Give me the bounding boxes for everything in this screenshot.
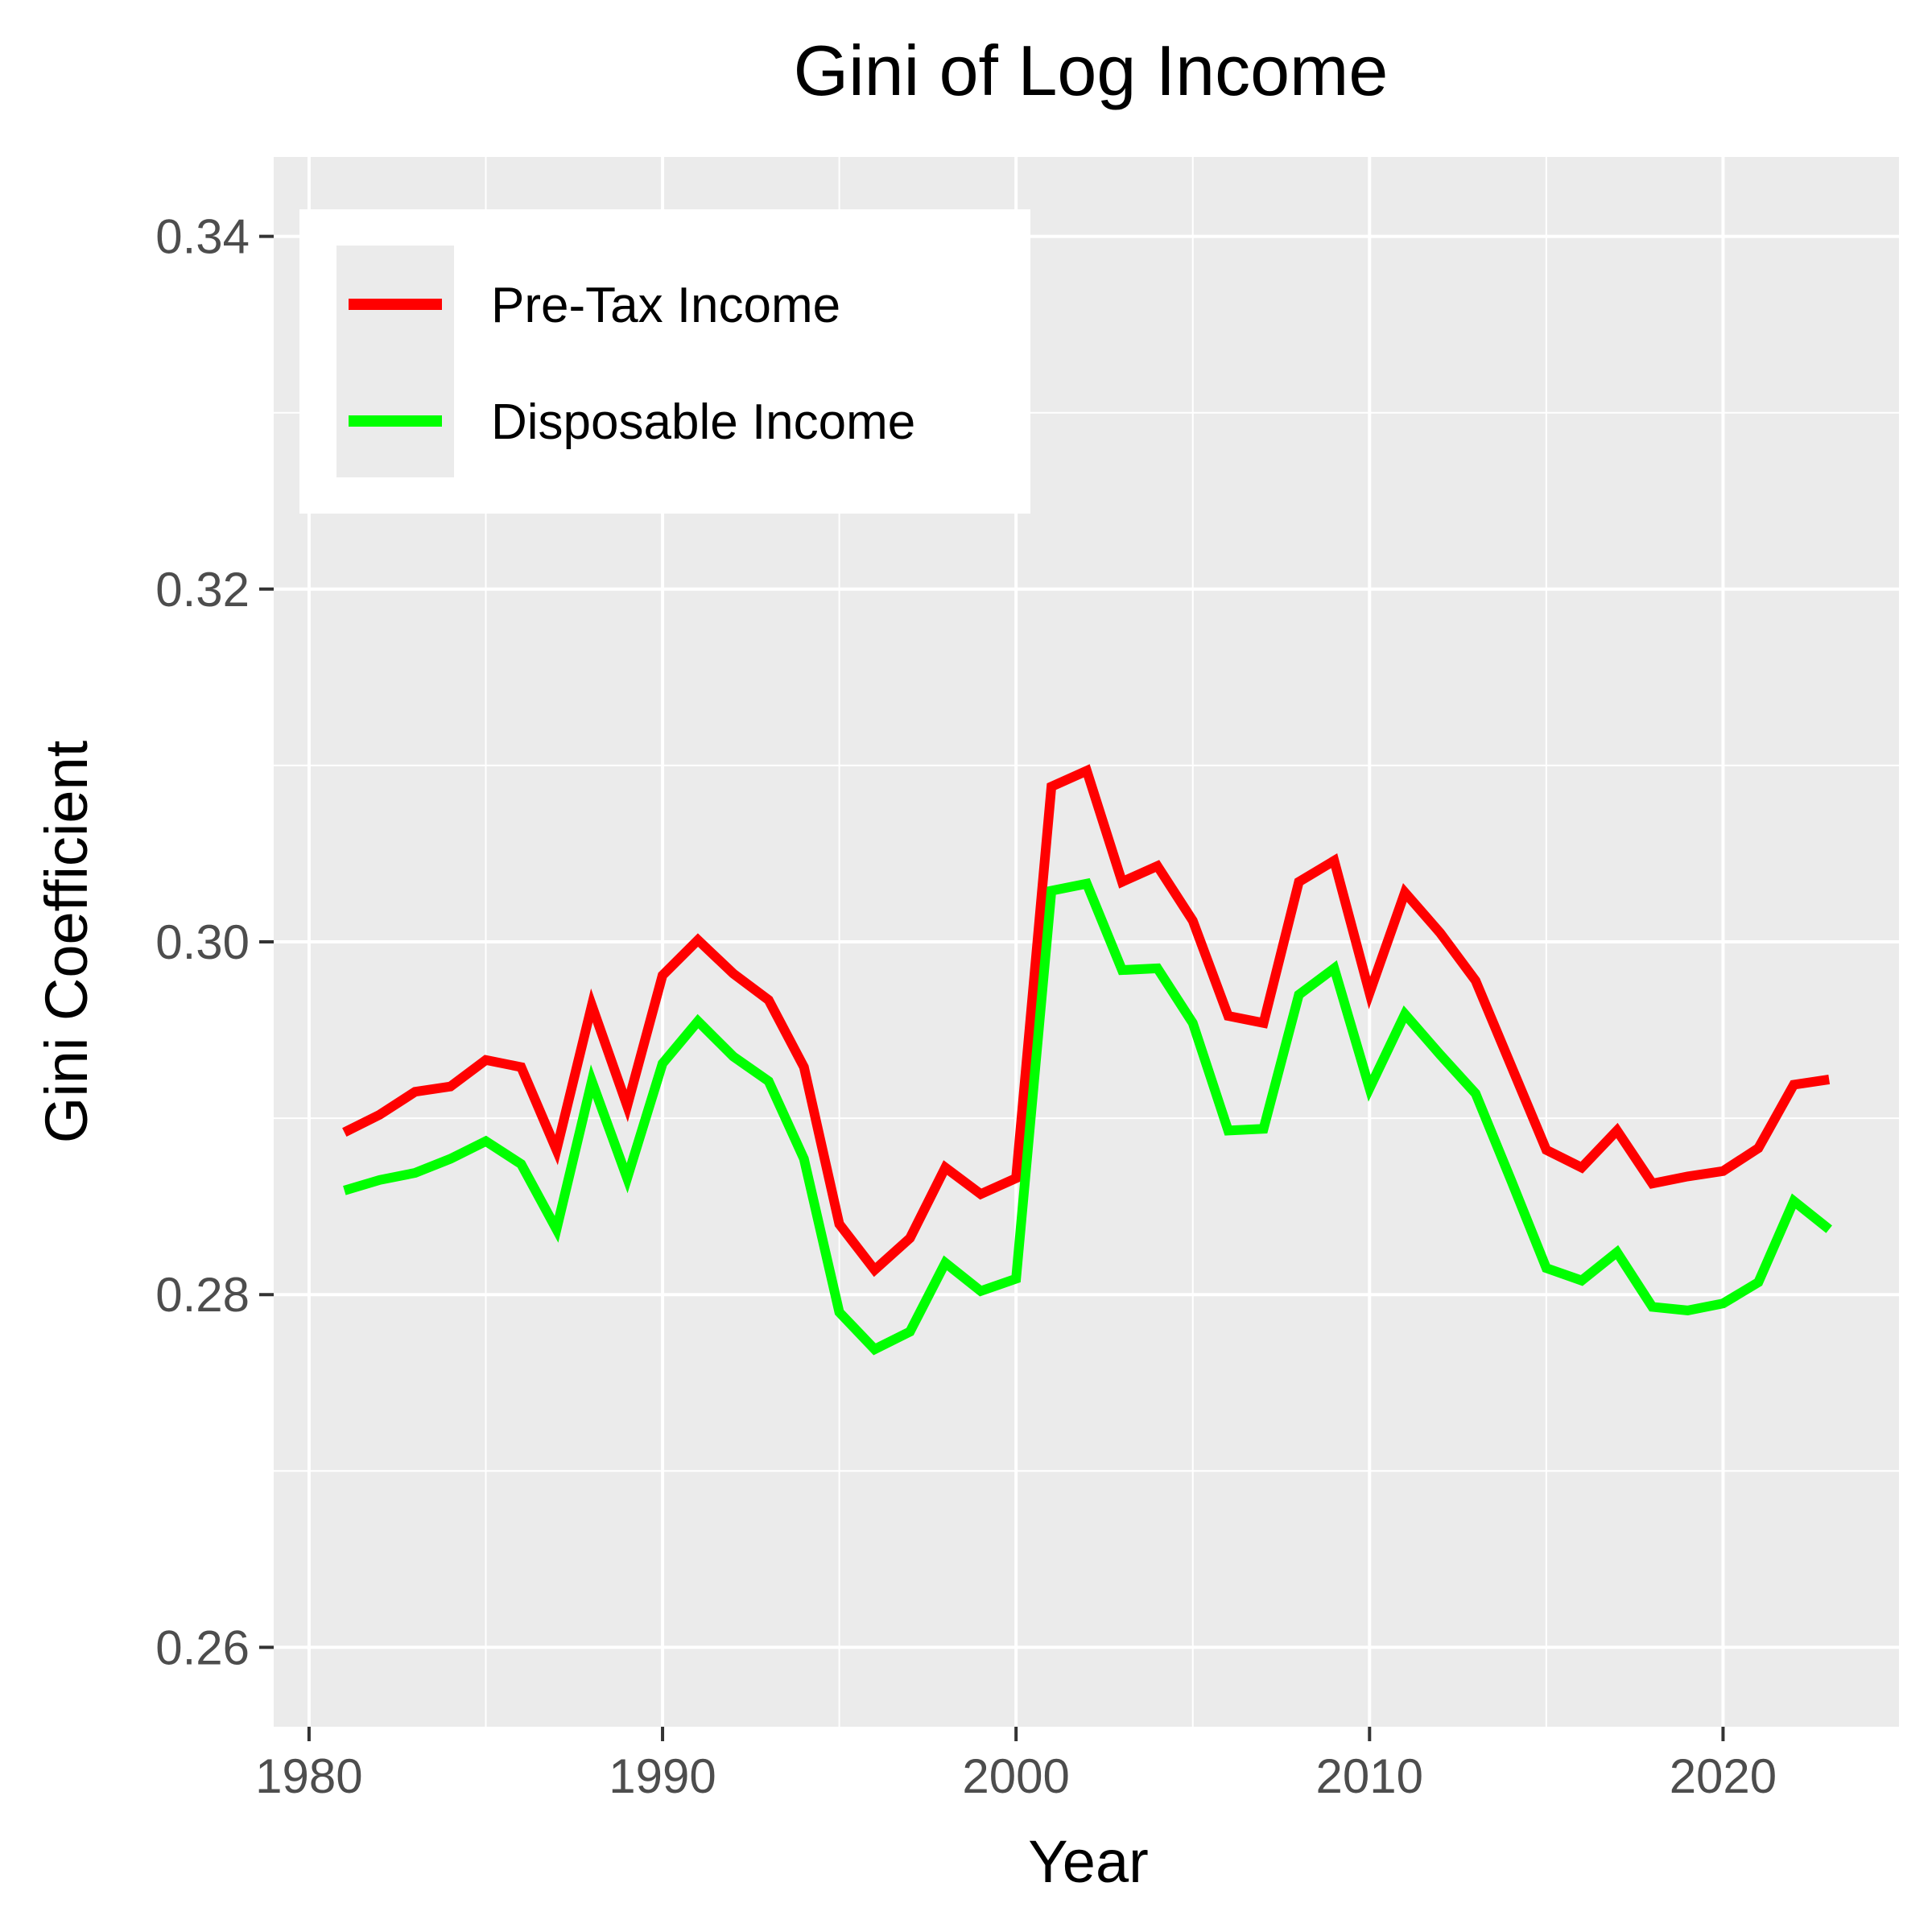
legend-label: Pre-Tax Income bbox=[491, 278, 840, 333]
axis-labels: 0.26 0.28 0.30 0.32 0.34 1980 1990 2000 2010 2020 bbox=[155, 210, 1777, 1803]
y-tick-label: 0.28 bbox=[155, 1268, 250, 1322]
x-tick-label: 2000 bbox=[962, 1749, 1069, 1803]
y-tick-label: 0.30 bbox=[155, 915, 250, 969]
grid-major bbox=[274, 157, 1900, 1727]
y-tick-label: 0.32 bbox=[155, 563, 250, 617]
x-tick-label: 1980 bbox=[255, 1749, 362, 1803]
y-tick-label: 0.26 bbox=[155, 1620, 250, 1674]
legend-label: Disposable Income bbox=[491, 394, 915, 450]
legend-key-background bbox=[336, 246, 454, 477]
y-tick-label: 0.34 bbox=[155, 210, 250, 264]
legend: Pre-Tax Income Disposable Income bbox=[299, 209, 1030, 514]
y-axis-title: Gini Coefficient bbox=[33, 740, 100, 1143]
axis-ticks bbox=[259, 234, 1725, 1741]
series-line-disposable-income bbox=[343, 877, 1832, 1356]
chart-title: Gini of Log Income bbox=[794, 31, 1389, 110]
x-tick-label: 1990 bbox=[609, 1749, 716, 1803]
series-line-pre-tax-income bbox=[342, 764, 1831, 1278]
x-tick-label: 2010 bbox=[1316, 1749, 1423, 1803]
x-tick-label: 2020 bbox=[1670, 1749, 1777, 1803]
series-layer bbox=[342, 764, 1832, 1356]
x-axis-title: Year bbox=[1028, 1828, 1149, 1895]
